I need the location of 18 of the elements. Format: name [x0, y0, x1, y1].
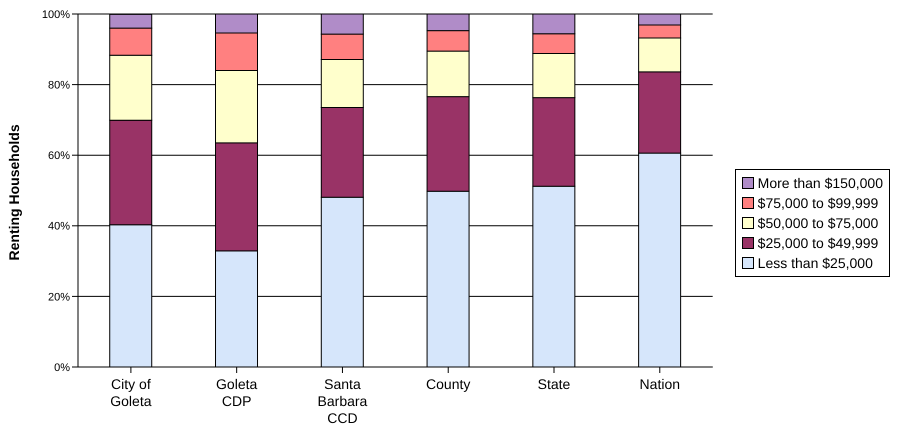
y-tick-label: 80% [48, 80, 70, 92]
y-tick-label: 40% [48, 220, 70, 233]
legend-label: $25,000 to $49,999 [758, 234, 878, 250]
y-tick-label: 20% [48, 291, 70, 304]
x-tick-label: Santa Barbara CCD [318, 376, 368, 426]
y-tick-label: 0% [54, 362, 70, 374]
legend-label: $50,000 to $75,000 [758, 214, 878, 230]
legend-label: Less than $25,000 [758, 254, 873, 270]
x-tick-label: City of Goleta [110, 376, 152, 409]
y-axis-title: Renting Households [6, 124, 22, 260]
x-tick-label: Nation [640, 376, 680, 392]
x-tick-label: County [426, 376, 470, 392]
y-tick-label: 60% [48, 150, 70, 162]
x-tick-label: Goleta CDP [216, 376, 258, 409]
x-tick-label: State [538, 376, 571, 392]
legend-label: $75,000 to $99,999 [758, 194, 878, 210]
y-tick-label: 100% [42, 8, 70, 21]
legend-label: More than $150,000 [758, 174, 883, 190]
